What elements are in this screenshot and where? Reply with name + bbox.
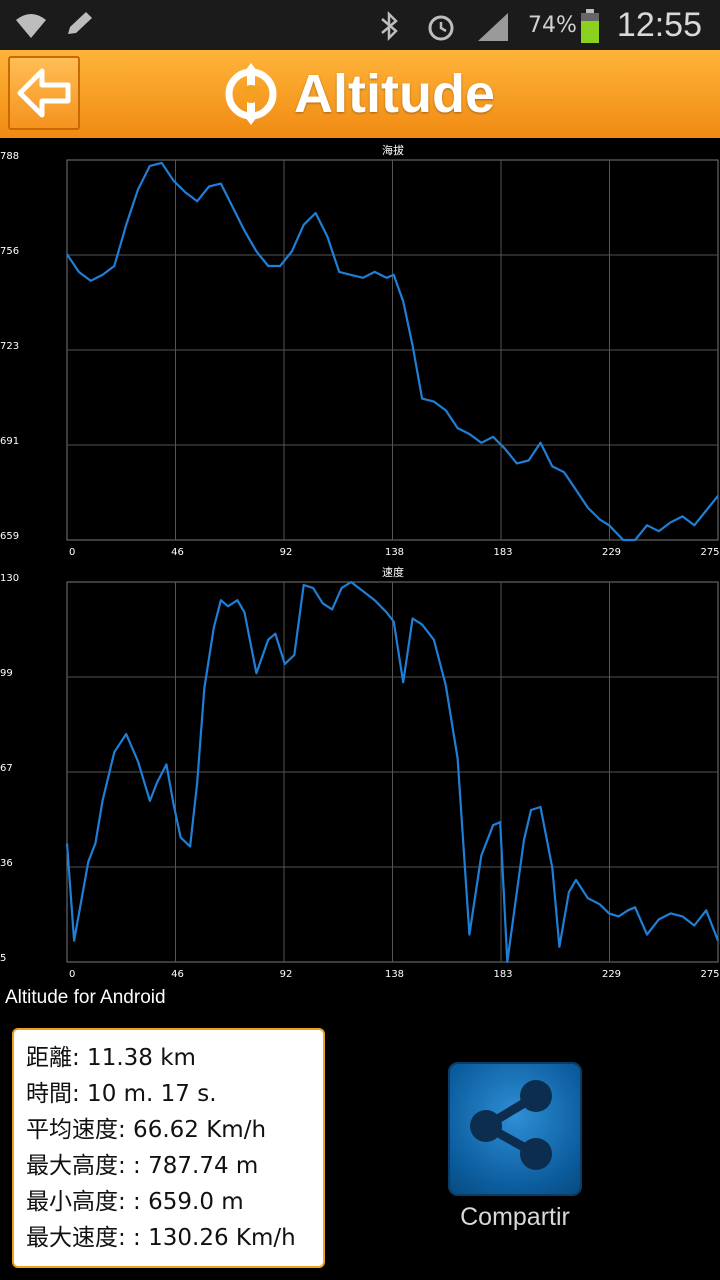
battery-percent: 74% (528, 13, 577, 38)
x-tick-label: 183 (493, 969, 512, 980)
share-label: Compartir (460, 1203, 570, 1231)
x-tick-label: 183 (493, 547, 512, 558)
y-tick-label: 788 (0, 151, 19, 162)
pencil-icon (68, 12, 92, 34)
y-tick-label: 691 (0, 436, 19, 447)
x-tick-label: 229 (602, 969, 621, 980)
speed-chart: 速度 0 46 92 138 183 229 275 130 99 67 36 5 (0, 562, 720, 982)
back-button[interactable] (8, 56, 80, 130)
stat-avg-speed: 平均速度: 66.62 Km/h (26, 1117, 267, 1143)
chart-title: 速度 (382, 565, 404, 579)
bluetooth-icon (381, 10, 398, 41)
stat-max-speed: 最大速度: : 130.26 Km/h (26, 1225, 296, 1251)
y-tick-label: 67 (0, 763, 13, 774)
alarm-icon (428, 15, 454, 40)
y-tick-label: 130 (0, 573, 19, 584)
x-tick-label: 138 (385, 969, 404, 980)
x-tick-label: 92 (280, 547, 293, 558)
x-tick-label: 92 (280, 969, 293, 980)
back-arrow-icon (17, 68, 71, 118)
clock: 12:55 (616, 6, 702, 44)
series-line (66, 161, 719, 542)
app-credit: Altitude for Android (5, 987, 166, 1008)
status-bar: 74% 12:55 (0, 0, 720, 50)
share-button[interactable] (448, 1062, 582, 1196)
x-tick-label: 229 (602, 547, 621, 558)
stats-panel: 距離: 11.38 km 時間: 10 m. 17 s. 平均速度: 66.62… (12, 1028, 325, 1268)
stat-distance: 距離: 11.38 km (26, 1045, 196, 1071)
y-tick-label: 99 (0, 668, 13, 679)
y-tick-label: 659 (0, 531, 19, 542)
altitude-chart: 海拔 0 46 92 138 183 229 275 788 756 723 691 659 (0, 140, 720, 560)
x-tick-label: 0 (69, 969, 75, 980)
page-title: Altitude (294, 64, 495, 124)
stat-min-altitude: 最小高度: : 659.0 m (26, 1189, 244, 1215)
chart-title: 海拔 (382, 143, 404, 157)
wifi-icon (16, 14, 46, 38)
x-tick-label: 275 (700, 547, 719, 558)
x-tick-label: 138 (385, 547, 404, 558)
series-line (65, 580, 720, 964)
share-icon (470, 1080, 552, 1170)
battery-icon (580, 8, 599, 43)
altitude-logo-icon (225, 63, 277, 125)
x-tick-label: 46 (171, 547, 184, 558)
y-tick-label: 36 (0, 858, 13, 869)
y-tick-label: 723 (0, 341, 19, 352)
x-tick-label: 46 (171, 969, 184, 980)
speed-chart-svg: 速度 0 46 92 138 183 229 275 130 99 67 36 5 (0, 565, 720, 980)
x-tick-label: 275 (700, 969, 719, 980)
stat-time: 時間: 10 m. 17 s. (26, 1081, 217, 1107)
altitude-chart-svg: 海拔 0 46 92 138 183 229 275 788 756 723 691 659 (0, 143, 720, 558)
y-tick-label: 756 (0, 246, 19, 257)
y-tick-label: 5 (0, 953, 6, 964)
signal-icon (478, 12, 508, 41)
stat-max-altitude: 最大高度: : 787.74 m (26, 1153, 259, 1179)
app-header: Altitude (0, 50, 720, 138)
x-tick-label: 0 (69, 547, 75, 558)
